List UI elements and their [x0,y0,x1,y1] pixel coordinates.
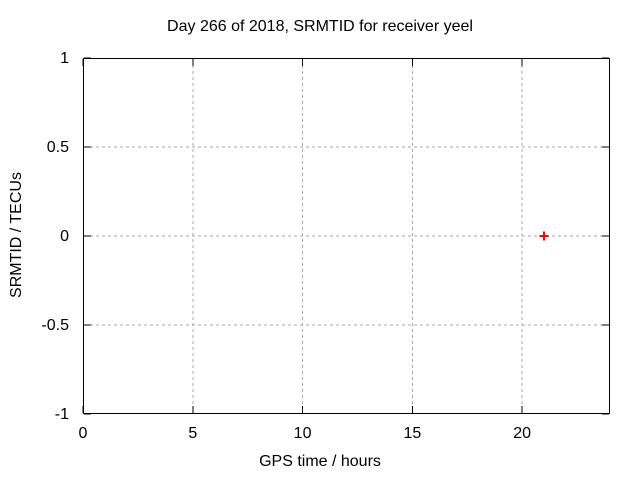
x-axis-title: GPS time / hours [259,453,381,470]
y-tick-label: -0.5 [41,317,69,334]
y-tick-label: 1 [60,50,69,67]
plot-border [83,58,610,414]
x-tick-label: 5 [188,425,197,442]
x-tick-label: 15 [403,425,421,442]
x-tick-label: 0 [79,425,88,442]
x-tick-label: 10 [294,425,312,442]
chart-title: Day 266 of 2018, SRMTID for receiver yee… [167,18,473,35]
x-tick-label: 20 [513,425,531,442]
y-tick-label: -1 [55,406,69,423]
y-tick-label: 0 [60,228,69,245]
y-tick-label: 0.5 [47,139,69,156]
